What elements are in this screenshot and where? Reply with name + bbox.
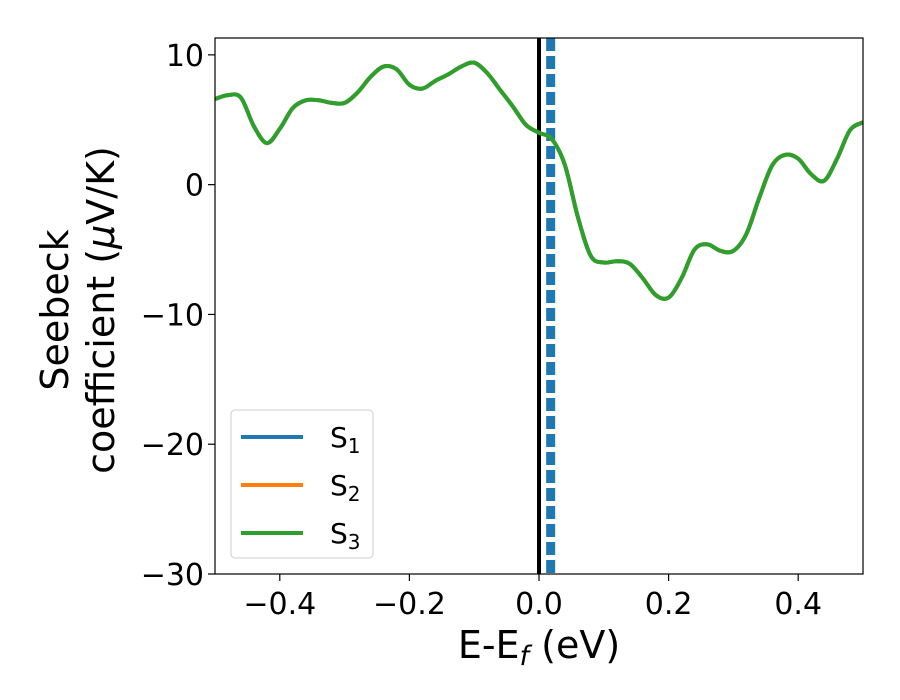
x-tick-label: −0.2 bbox=[373, 587, 446, 622]
x-tick-label: −0.4 bbox=[243, 587, 316, 622]
y-tick-label: −10 bbox=[141, 298, 204, 333]
legend-label-S1: S1 bbox=[330, 421, 361, 458]
legend-label-S3: S3 bbox=[330, 517, 361, 554]
svg-text:Seebeck: Seebeck bbox=[33, 229, 77, 390]
series-line-S3 bbox=[215, 60, 863, 301]
y-tick-label: 10 bbox=[166, 39, 204, 74]
x-tick-label: 0.4 bbox=[774, 587, 822, 622]
axis-ticks: −0.4 −0.2 0.0 0.2 0.4 10 0 −10 −20 −30 bbox=[141, 39, 822, 622]
y-axis-label: Seebeck coefficient (μV/K) bbox=[33, 146, 123, 474]
x-tick-label: 0.0 bbox=[515, 587, 563, 622]
vertical-lines bbox=[537, 38, 556, 574]
legend-label-S2: S2 bbox=[330, 469, 361, 506]
y-tick-label: −20 bbox=[141, 428, 204, 463]
y-tick-label: −30 bbox=[141, 558, 204, 593]
legend: S1 S2 S3 bbox=[230, 409, 374, 559]
svg-text:coefficient (μV/K): coefficient (μV/K) bbox=[79, 146, 123, 474]
y-tick-label: 0 bbox=[185, 169, 204, 204]
series-lines bbox=[215, 60, 863, 301]
x-axis-label: E-Ef (eV) bbox=[458, 623, 620, 672]
x-tick-label: 0.2 bbox=[645, 587, 693, 622]
